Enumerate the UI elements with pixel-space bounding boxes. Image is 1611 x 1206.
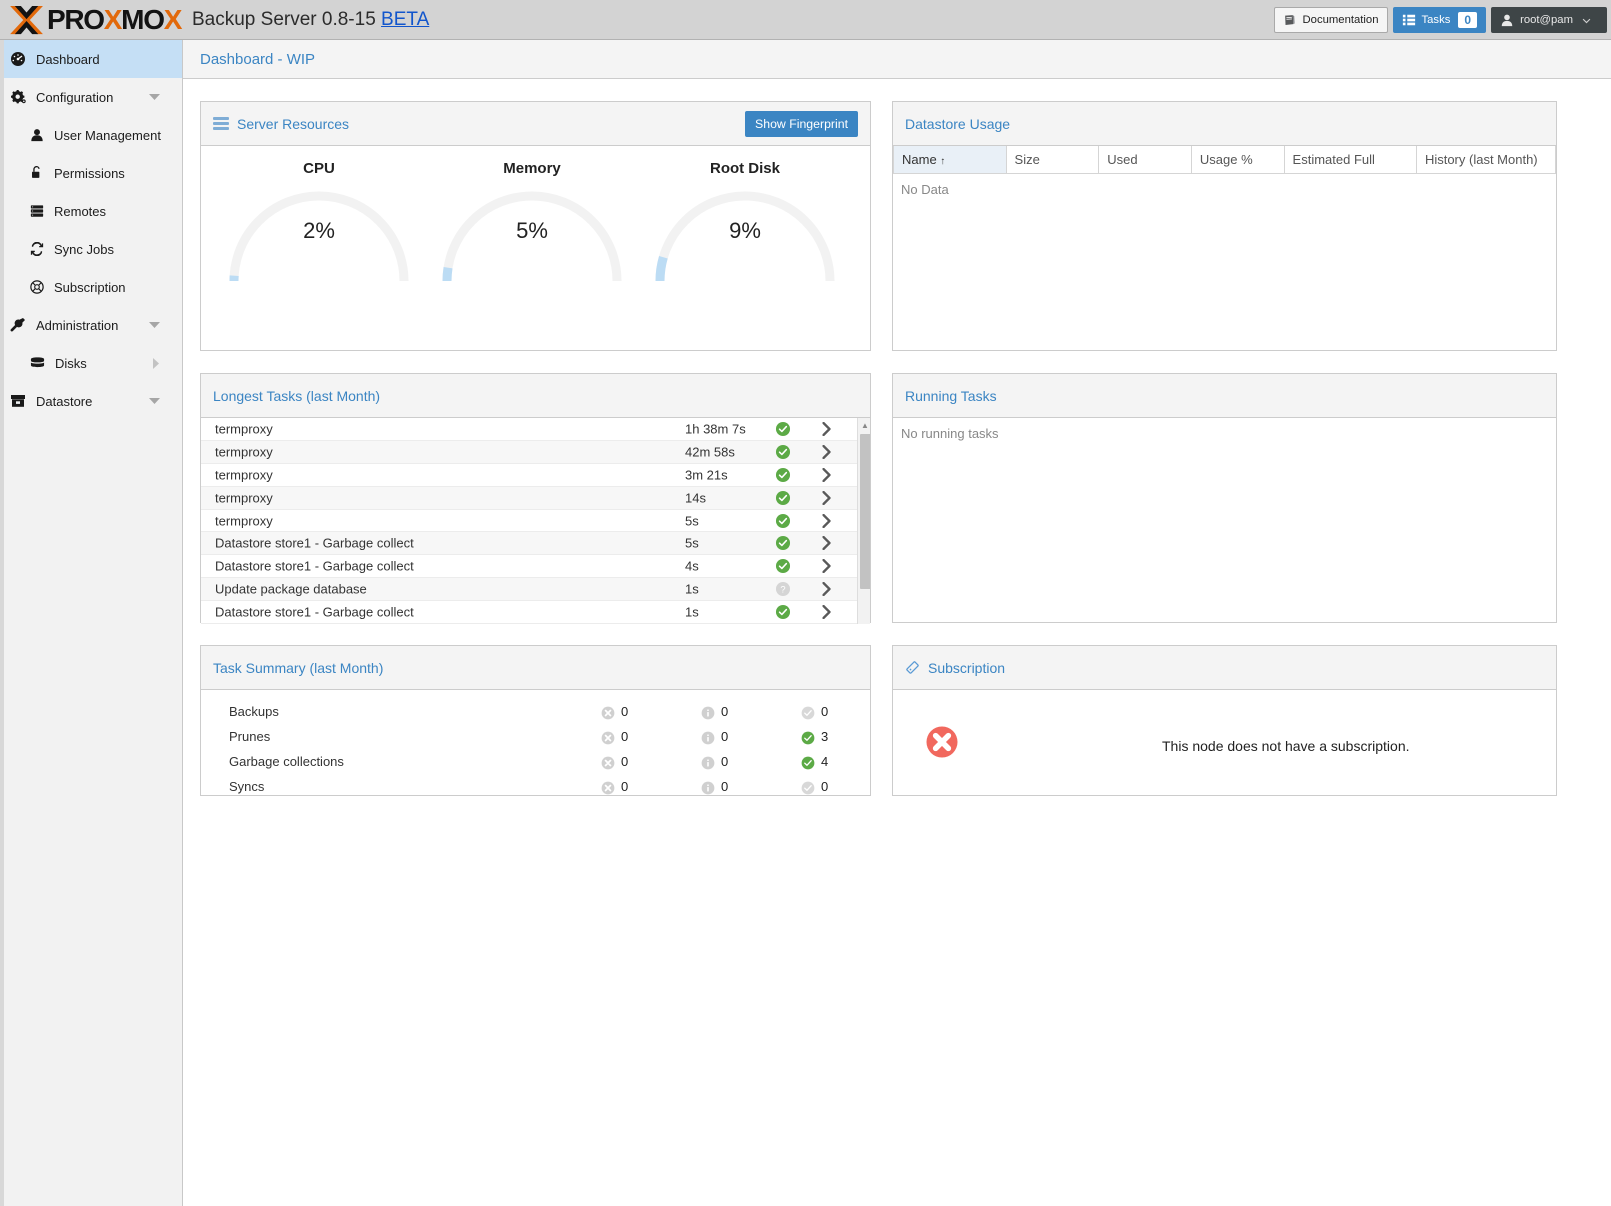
svg-text:?: ? [780,584,785,594]
